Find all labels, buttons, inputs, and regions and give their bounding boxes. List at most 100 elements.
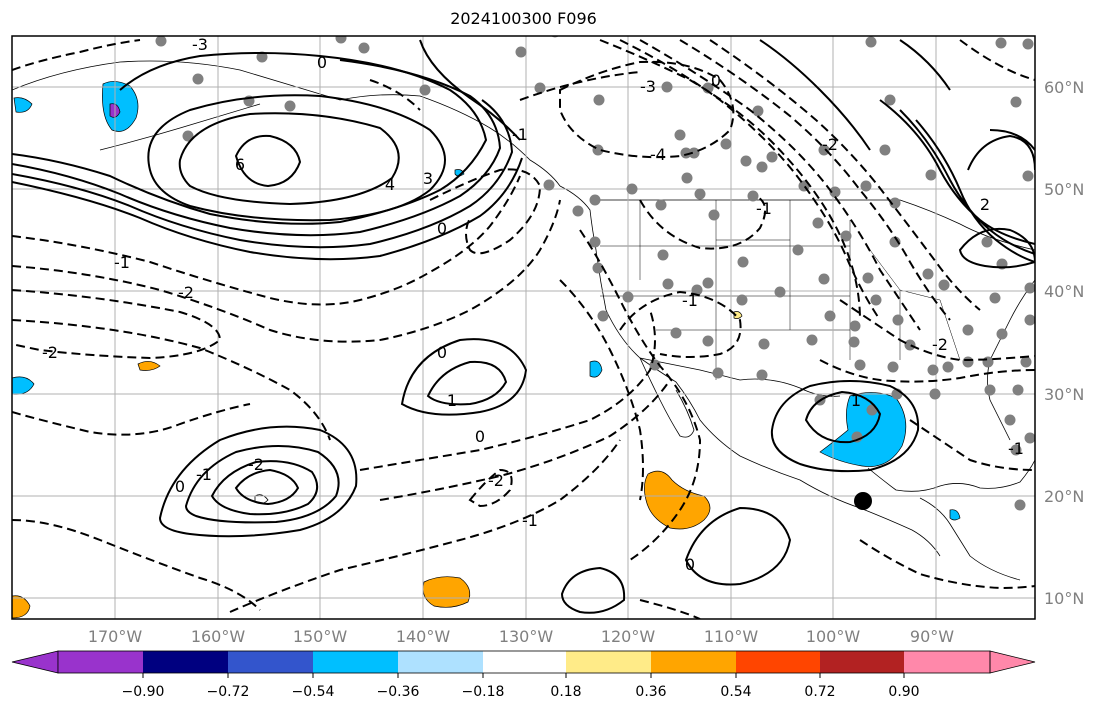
contour-label: -3 <box>192 35 208 54</box>
shade-orange-corner <box>12 595 31 619</box>
shade-small-blue-2 <box>949 509 961 521</box>
lon-tick-label: 160°W <box>191 627 246 646</box>
lat-tick-label: 10°N <box>1044 589 1084 608</box>
contour-label: 2 <box>980 195 990 214</box>
colorbar-tick-label: 0.18 <box>550 684 581 700</box>
contour-label: 0 <box>437 219 447 238</box>
contour-ne-high-1 <box>967 129 1035 171</box>
contour-hawaii-high-3 <box>210 460 319 516</box>
contour-label: 6 <box>235 155 245 174</box>
contour-label: -1 <box>756 199 772 218</box>
dashed-contours <box>12 39 1035 619</box>
contour-label: -2 <box>248 455 264 474</box>
lon-tick-label: 140°W <box>396 627 451 646</box>
contour-ne-high-3 <box>759 39 951 151</box>
contour-label: -1 <box>512 125 528 144</box>
contour-south-high-2 <box>560 566 626 614</box>
contour-label-layer: 0 -3 6 4 3 -1 -2 -2 0 -1 -3 -4 0 -1 -2 -… <box>42 35 1024 574</box>
contour-pacific-high-7 <box>234 134 302 188</box>
colorbar-swatch <box>483 651 566 673</box>
colorbar-tick-label: −0.72 <box>207 684 250 700</box>
contour-pacific-high-4 <box>12 157 523 261</box>
colorbar-tick-label: 0.54 <box>720 684 751 700</box>
contour-ne-high-2 <box>879 99 1035 263</box>
colorbar-swatch <box>651 651 736 673</box>
coast-gulf-mexico <box>867 459 1035 492</box>
colorbar-swatch <box>398 651 483 673</box>
lat-tick-label: 30°N <box>1044 385 1084 404</box>
lon-tick-label: 120°W <box>601 627 656 646</box>
contour-label: -1 <box>114 253 130 272</box>
coast-baja <box>639 357 695 438</box>
coast-yucatan <box>919 497 1021 581</box>
colorbar-swatch <box>313 651 398 673</box>
map-layers: 0 -3 6 4 3 -1 -2 -2 0 -1 -3 -4 0 -1 -2 -… <box>12 35 1035 619</box>
lon-tick-label: 150°W <box>293 627 348 646</box>
contour-label: 0 <box>175 477 185 496</box>
colorbar-swatch <box>736 651 820 673</box>
colorbar-swatch <box>228 651 313 673</box>
colorbar-tick-label: 0.90 <box>888 684 919 700</box>
contour-pacific-high-3 <box>12 99 514 249</box>
contour-label: 4 <box>385 175 395 194</box>
colorbar-swatch <box>143 651 228 673</box>
contour-south-high-1 <box>684 506 792 586</box>
colorbar-swatch <box>566 651 651 673</box>
colorbar-tick-label: −0.54 <box>292 684 335 700</box>
lat-labels: 60°N 50°N 40°N 30°N 20°N 10°N <box>1044 78 1084 608</box>
black-dot-marker <box>854 492 872 510</box>
colorbar-swatch <box>820 651 904 673</box>
contour-label: -3 <box>640 77 656 96</box>
map-title: 2024100300 F096 <box>450 9 597 28</box>
colorbar-tick-label: −0.18 <box>462 684 505 700</box>
contour-label: 0 <box>685 555 695 574</box>
lon-tick-label: 110°W <box>704 627 759 646</box>
contour-gulf-high-1 <box>770 380 920 473</box>
shade-yellow-small <box>733 311 743 320</box>
lat-tick-label: 20°N <box>1044 487 1084 506</box>
state-borders <box>600 200 961 380</box>
colorbar-tick-label: 0.72 <box>804 684 835 700</box>
colorbar-swatch <box>58 651 143 673</box>
colorbar-max-arrow <box>989 650 1036 674</box>
contour-label: 0 <box>475 427 485 446</box>
shade-alaska-blue <box>102 81 139 132</box>
lon-tick-label: 90°W <box>910 627 954 646</box>
shade-orange-baja <box>644 470 711 530</box>
contour-ne-high-4 <box>958 228 1035 269</box>
colorbar-min-arrow <box>11 650 59 674</box>
contour-label: -1 <box>522 511 538 530</box>
colorbar-swatch <box>904 651 990 673</box>
contour-label: -1 <box>682 291 698 310</box>
contour-label: 0 <box>711 71 721 90</box>
contour-hawaii-high-4 <box>234 468 300 506</box>
station-dots <box>155 36 1035 511</box>
shaded-regions <box>12 81 961 619</box>
contour-label: 3 <box>423 169 433 188</box>
contour-label: 1 <box>851 391 861 410</box>
contour-label: -2 <box>932 335 948 354</box>
contour-label: -1 <box>1008 439 1024 458</box>
shade-orange-south <box>422 576 471 608</box>
colorbar-tick-label: −0.90 <box>122 684 165 700</box>
shade-orange-small <box>137 361 161 371</box>
contour-label: -2 <box>822 135 838 154</box>
contour-label: -2 <box>178 283 194 302</box>
lat-tick-label: 60°N <box>1044 78 1084 97</box>
contour-nw-ridge <box>419 39 521 141</box>
colorbar-outline <box>57 650 991 674</box>
contour-central-high-1 <box>400 338 528 416</box>
contour-pacific-high-5 <box>147 94 446 222</box>
contour-label: 1 <box>447 391 457 410</box>
contour-pacific-high-6 <box>178 112 400 206</box>
contour-hawaii-high-1 <box>158 425 358 538</box>
contour-label: -2 <box>42 343 58 362</box>
shade-small-blue-1 <box>589 360 603 378</box>
lat-tick-label: 50°N <box>1044 180 1084 199</box>
contour-pacific-high-2 <box>12 59 502 237</box>
contour-hawaii-high-2 <box>184 445 340 524</box>
lon-tick-label: 130°W <box>499 627 554 646</box>
lat-tick-label: 40°N <box>1044 282 1084 301</box>
contour-central-high-2 <box>426 360 508 406</box>
